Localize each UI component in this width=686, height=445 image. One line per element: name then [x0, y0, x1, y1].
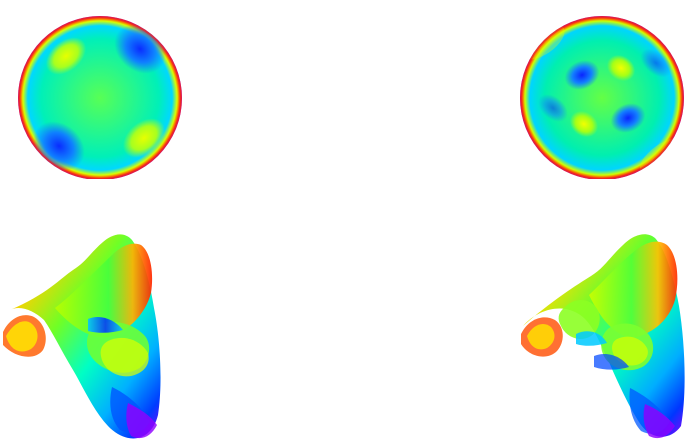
yellow-lobe	[45, 37, 87, 75]
left-peak-highlight	[527, 324, 555, 350]
surface-plot-higher-mode	[515, 222, 686, 445]
lower-trough-core	[126, 403, 157, 439]
disk-rim	[520, 16, 684, 179]
blue-lobe	[564, 60, 600, 90]
trough-band	[594, 354, 629, 370]
surface-plot-higher-mode-graphic	[521, 234, 685, 439]
yellow-lobe	[606, 54, 636, 82]
left-peak-highlight	[6, 321, 38, 352]
upper-wave	[55, 243, 153, 338]
mid-left-lobe	[558, 299, 600, 340]
lower-trough-core	[643, 404, 675, 439]
disk-rim	[18, 16, 182, 179]
center-lobe-highlight	[100, 337, 149, 377]
trough-band	[576, 331, 607, 346]
yellow-lobe	[122, 118, 166, 158]
center-lobe-highlight	[612, 336, 648, 366]
trough-band	[88, 317, 123, 333]
disk-map-higher-mode-graphic	[520, 16, 684, 179]
blue-outer-lobe	[640, 48, 672, 78]
disk-map-lower-mode	[14, 14, 192, 179]
blue-outer-lobe	[538, 94, 568, 122]
surface-plot-lower-mode-graphic	[3, 234, 161, 439]
yellow-lobe	[569, 110, 599, 138]
disk-map-higher-mode	[518, 14, 686, 179]
surface-plot-lower-mode	[0, 222, 190, 445]
disk-map-lower-mode-graphic	[18, 16, 182, 179]
upper-wave	[589, 241, 678, 338]
blue-lobe	[610, 103, 646, 133]
